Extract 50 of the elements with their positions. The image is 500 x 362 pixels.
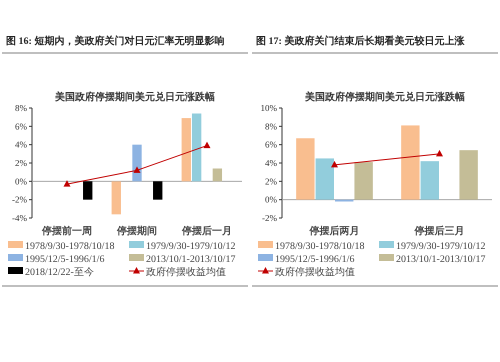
y-tick-label: 2% xyxy=(15,158,28,168)
legend-label: 1995/12/5-1996/1/6 xyxy=(275,254,354,265)
bar xyxy=(401,125,420,200)
x-tick-label: 停摆后三月 xyxy=(414,225,464,237)
legend-label: 1979/9/30-1979/10/12 xyxy=(146,241,236,252)
y-tick-label: 4% xyxy=(265,158,278,168)
chart-title: 图 17: 美政府关门结束后长期看美元较日元上涨 xyxy=(256,35,466,47)
x-tick-label: 停摆前一周 xyxy=(41,225,92,237)
legend-label: 1995/12/5-1996/1/6 xyxy=(25,254,104,265)
y-tick-label: 6% xyxy=(15,121,28,132)
y-tick-label: 6% xyxy=(265,140,278,150)
y-tick-label: 2% xyxy=(265,176,278,186)
chart-title: 图 16: 短期内，美政府关门对日元汇率无明显影响 xyxy=(6,35,224,47)
bar xyxy=(316,158,334,200)
y-tick-label: -2% xyxy=(262,213,278,223)
point xyxy=(204,142,210,148)
bar xyxy=(153,181,162,200)
bar xyxy=(132,144,142,182)
y-tick-label: 0% xyxy=(265,194,278,205)
bar xyxy=(354,162,373,200)
legend-label: 1979/9/30-1979/10/12 xyxy=(396,241,486,252)
x-tick-label: 停摆后一月 xyxy=(181,225,232,237)
y-tick-label: 8% xyxy=(15,103,28,113)
y-tick-label: 10% xyxy=(260,103,278,113)
y-tick-label: 8% xyxy=(265,121,278,132)
bar xyxy=(212,168,222,182)
chart-subtitle: 美国政府停摆期间美元兑日元涨跌幅 xyxy=(54,91,215,103)
legend-label: 1978/9/30-1978/10/18 xyxy=(275,241,364,252)
y-tick-label: 0% xyxy=(15,176,28,186)
legend-label: 2018/12/22-至今 xyxy=(25,266,94,278)
bar xyxy=(420,161,439,200)
legend-label: 2013/10/1-2013/10/17 xyxy=(146,254,236,265)
point xyxy=(64,180,70,187)
legend-label: 政府停摆收益均值 xyxy=(275,266,355,278)
y-tick-label: 4% xyxy=(15,140,28,150)
legend-label: 政府停摆收益均值 xyxy=(146,266,226,278)
bar xyxy=(112,181,121,214)
bar xyxy=(296,138,315,200)
x-tick-label: 停摆期间 xyxy=(116,225,157,237)
chart-subtitle: 美国政府停摆期间美元兑日元涨跌幅 xyxy=(304,91,465,103)
bar xyxy=(192,114,202,182)
x-tick-label: 停摆后两月 xyxy=(308,225,360,237)
point xyxy=(134,166,140,173)
legend-label: 2013/10/1-2013/10/17 xyxy=(396,254,486,265)
bar xyxy=(83,181,92,200)
legend-label: 1978/9/30-1978/10/18 xyxy=(25,241,114,252)
y-tick-label: -4% xyxy=(12,213,28,223)
bar xyxy=(459,150,478,200)
bar xyxy=(182,118,191,182)
y-tick-label: -2% xyxy=(12,194,28,205)
